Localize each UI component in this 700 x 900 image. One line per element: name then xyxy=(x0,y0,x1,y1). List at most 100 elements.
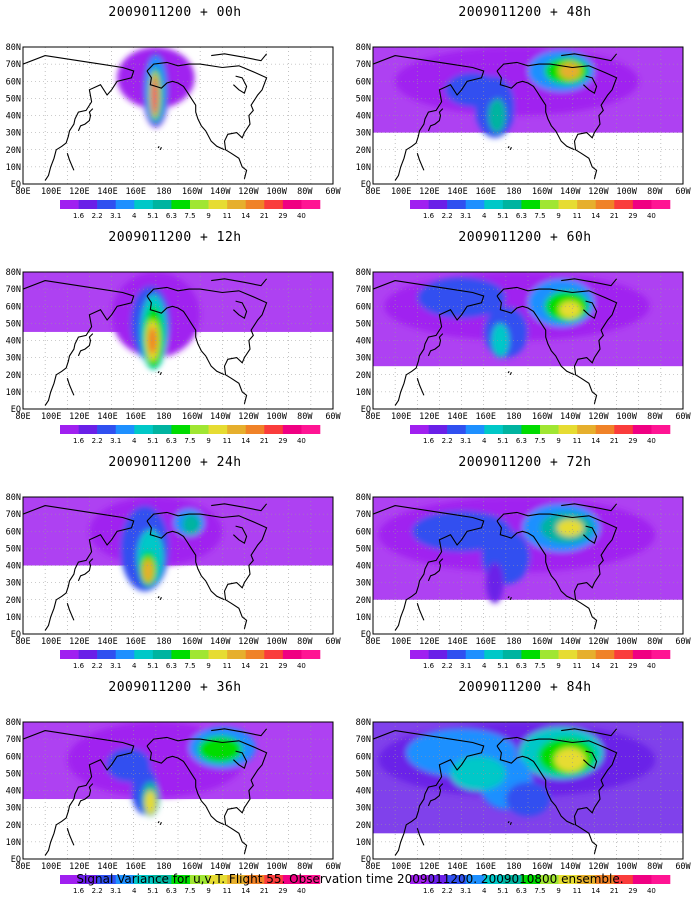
lat-tick-label: 70N xyxy=(356,510,371,520)
map-frame xyxy=(372,721,684,860)
colorbar-label: 4 xyxy=(482,887,487,895)
colorbar-swatch xyxy=(60,425,79,434)
colorbar-swatch xyxy=(410,875,429,884)
lon-tick-label: 100W xyxy=(266,862,287,872)
lon-tick-label: 140E xyxy=(447,862,467,872)
colorbar-label: 21 xyxy=(610,212,619,220)
colorbar-label: 9 xyxy=(206,212,210,220)
coastlines xyxy=(23,503,268,631)
lat-tick-label: 50N xyxy=(6,769,21,779)
coastline xyxy=(77,333,94,357)
colorbar-label: 11 xyxy=(223,212,232,220)
colorbar-swatch xyxy=(465,200,485,209)
variance-contour xyxy=(152,81,157,116)
colorbar-label: 40 xyxy=(297,212,306,220)
lat-tick-label: 40N xyxy=(6,112,21,122)
lat-tick-label: 10N xyxy=(6,163,21,173)
colorbar-label: 29 xyxy=(278,212,287,220)
colorbar-swatch xyxy=(540,425,559,434)
panel-title: 2009011200 + 36h xyxy=(108,680,242,695)
colorbar-label: 9 xyxy=(206,662,210,670)
lon-tick-label: 100W xyxy=(616,862,637,872)
lon-tick-label: 120E xyxy=(69,637,89,647)
panel-title: 2009011200 + 00h xyxy=(108,5,242,20)
lon-tick-label: 140E xyxy=(97,412,117,422)
lat-tick-label: 30N xyxy=(6,129,21,139)
variance-contour xyxy=(444,72,501,107)
colorbar-swatch xyxy=(614,875,634,884)
lat-tick-label: 40N xyxy=(6,337,21,347)
map-panel: 2009011200 + 00h 80E 100E 120E 140E 160E 180 16… xyxy=(5,5,345,220)
colorbar-swatch xyxy=(301,875,321,884)
lon-tick-label: 100E xyxy=(41,637,61,647)
colorbar-swatch xyxy=(428,200,448,209)
lon-tick-label: 180 xyxy=(506,637,521,647)
colorbar-label: 7.5 xyxy=(184,662,195,670)
coastline xyxy=(77,783,94,807)
lat-tick-label: 80N xyxy=(356,718,371,728)
colorbar-label: 1.6 xyxy=(73,662,85,670)
colorbar-label: 3.1 xyxy=(460,662,471,670)
colorbar-swatch xyxy=(595,650,615,659)
colorbar-swatch xyxy=(134,650,154,659)
lon-tick-label: 140E xyxy=(97,637,117,647)
lat-tick-label: EQ xyxy=(361,180,371,190)
map-frame xyxy=(22,721,334,860)
variance-contour xyxy=(142,558,154,583)
lat-tick-label: 50N xyxy=(6,319,21,329)
colorbar-label: 9 xyxy=(206,887,210,895)
panel-title: 2009011200 + 60h xyxy=(458,230,592,245)
lon-tick-label: 160E xyxy=(475,862,495,872)
coastline xyxy=(416,153,425,171)
variance-map: 80E 100E 120E 140E 160E 180 160W 140W 120W 100W 80… xyxy=(356,493,692,670)
lon-tick-label: 160E xyxy=(125,412,145,422)
colorbar-label: 1.6 xyxy=(423,437,435,445)
colorbar-label: 7.5 xyxy=(184,887,195,895)
variance-map: 80E 100E 120E 140E 160E 180 160W 140W 120W 100W 80… xyxy=(356,43,692,220)
colorbar-swatch xyxy=(190,875,209,884)
coastline xyxy=(583,750,598,770)
colorbar-swatch xyxy=(245,425,265,434)
colorbar-swatch xyxy=(301,650,321,659)
lat-tick-label: 20N xyxy=(356,821,371,831)
lat-tick-label: EQ xyxy=(361,855,371,865)
colorbar-label: 29 xyxy=(278,437,287,445)
colorbar-swatch xyxy=(521,650,541,659)
lon-tick-label: 120W xyxy=(238,637,259,647)
colorbar-swatch xyxy=(632,200,652,209)
coastline xyxy=(416,828,425,846)
lon-tick-label: 180 xyxy=(156,187,171,197)
coastline xyxy=(146,520,225,601)
lon-tick-label: 140W xyxy=(560,637,581,647)
colorbar-label: 1.6 xyxy=(423,662,435,670)
colorbar-label: 11 xyxy=(573,437,582,445)
colorbar-label: 9 xyxy=(206,437,210,445)
lat-tick-label: 30N xyxy=(356,579,371,589)
colorbar-swatch xyxy=(60,650,79,659)
variance-contour xyxy=(488,98,506,133)
variance-contour xyxy=(148,326,157,355)
lon-tick-label: 180 xyxy=(156,637,171,647)
colorbar-swatch xyxy=(245,875,265,884)
lat-tick-label: 60N xyxy=(6,77,21,87)
colorbar-swatch xyxy=(97,875,117,884)
coastline xyxy=(159,146,162,151)
lat-tick-label: 80N xyxy=(356,43,371,53)
colorbar-swatch xyxy=(632,875,652,884)
lat-tick-label: 20N xyxy=(6,146,21,156)
lat-tick-label: 70N xyxy=(356,60,371,70)
lon-tick-label: 80W xyxy=(297,862,313,872)
colorbar-swatch xyxy=(595,425,615,434)
colorbar-label: 5.1 xyxy=(147,437,158,445)
colorbar-label: 3.1 xyxy=(110,437,121,445)
colorbar-swatch xyxy=(484,425,504,434)
panel-title: 2009011200 + 48h xyxy=(458,5,592,20)
lon-tick-label: 160W xyxy=(182,412,203,422)
lat-tick-label: EQ xyxy=(11,180,21,190)
lon-tick-label: 60W xyxy=(325,187,341,197)
colorbar-swatch xyxy=(171,650,191,659)
variance-contour xyxy=(559,62,582,80)
lon-tick-label: 180 xyxy=(156,412,171,422)
colorbar-label: 4 xyxy=(132,887,137,895)
colorbar-label: 14 xyxy=(241,212,250,220)
